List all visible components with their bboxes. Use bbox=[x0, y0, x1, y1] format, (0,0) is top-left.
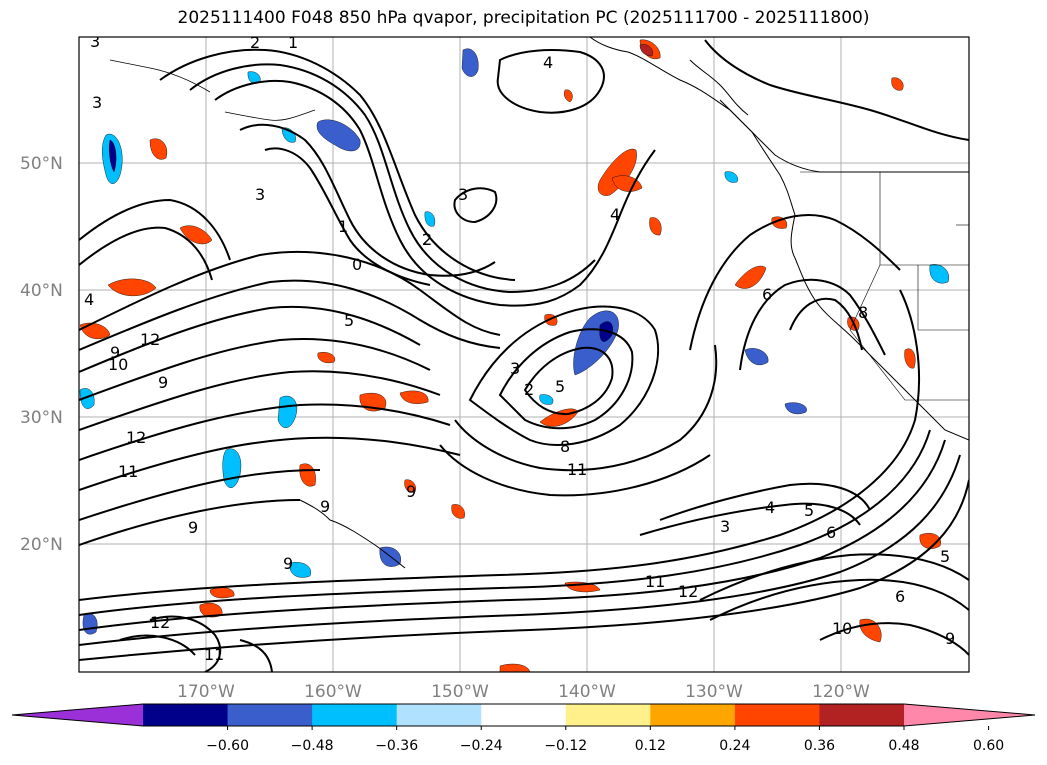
contour-label: 3 bbox=[92, 93, 102, 112]
contour-label: 6 bbox=[826, 523, 836, 542]
gridlines bbox=[79, 37, 969, 672]
latitude-labels: 50°N 40°N 30°N 20°N bbox=[20, 154, 63, 555]
colorbar-segment bbox=[565, 704, 651, 726]
colorbar-extend-high bbox=[904, 704, 1035, 726]
colorbar-tick-label: −0.48 bbox=[291, 738, 334, 754]
contour-label: 4 bbox=[765, 498, 775, 517]
colorbar-tick-label: 0.36 bbox=[804, 738, 835, 754]
contour-label: 3 bbox=[255, 185, 265, 204]
contour-label: 2 bbox=[422, 230, 432, 249]
colorbar-segment bbox=[396, 704, 482, 726]
contour-label: 4 bbox=[543, 53, 553, 72]
contour-label: 11 bbox=[567, 460, 587, 479]
contour-label: 10 bbox=[832, 619, 852, 638]
contour-label: 10 bbox=[108, 355, 128, 374]
contour-label: 1 bbox=[338, 217, 348, 236]
lon-tick-label: 120°W bbox=[812, 682, 870, 702]
colorbar-segment bbox=[312, 704, 398, 726]
contour-label: 8 bbox=[858, 303, 868, 322]
contour-label: 9 bbox=[158, 373, 168, 392]
contour-label: 1 bbox=[288, 33, 298, 52]
longitude-labels: 170°W 160°W 150°W 140°W 130°W 120°W bbox=[177, 682, 870, 702]
colorbar-segment bbox=[650, 704, 736, 726]
contour-label: 3 bbox=[510, 359, 520, 378]
contour-label: 9 bbox=[283, 554, 293, 573]
lon-tick-label: 160°W bbox=[304, 682, 362, 702]
contour-label: 2 bbox=[250, 33, 260, 52]
contour-label: 9 bbox=[320, 497, 330, 516]
contour-label: 5 bbox=[344, 311, 354, 330]
lat-tick-label: 20°N bbox=[20, 535, 63, 555]
colorbar-segment bbox=[734, 704, 820, 726]
colorbar-tick-label: 0.12 bbox=[635, 738, 666, 754]
colorbar-tick-label: −0.12 bbox=[544, 738, 587, 754]
colorbar-tick-label: 0.24 bbox=[719, 738, 750, 754]
contour-label: 3 bbox=[90, 32, 100, 51]
colorbar-segment bbox=[227, 704, 313, 726]
contour-label: 12 bbox=[140, 330, 160, 349]
lon-tick-label: 130°W bbox=[685, 682, 743, 702]
colorbar-tick-label: −0.24 bbox=[460, 738, 503, 754]
contour-label: 3 bbox=[458, 185, 468, 204]
colorbar-tick-label: −0.60 bbox=[206, 738, 249, 754]
contour-label: 5 bbox=[940, 547, 950, 566]
lon-tick-label: 150°W bbox=[431, 682, 489, 702]
contour-label: 9 bbox=[406, 482, 416, 501]
colorbar-extend-low bbox=[12, 704, 143, 726]
contour-label: 2 bbox=[524, 380, 534, 399]
contour-label: 5 bbox=[555, 377, 565, 396]
colorbar-segment bbox=[143, 704, 229, 726]
lat-tick-label: 30°N bbox=[20, 408, 63, 428]
colorbar-segment bbox=[819, 704, 905, 726]
contour-label: 11 bbox=[118, 462, 138, 481]
lat-tick-label: 40°N bbox=[20, 281, 63, 301]
coastlines bbox=[109, 37, 969, 569]
contour-label: 9 bbox=[945, 629, 955, 648]
contour-label: 3 bbox=[720, 517, 730, 536]
contour-label: 6 bbox=[895, 587, 905, 606]
contour-label: 4 bbox=[610, 205, 620, 224]
precipitation-shading bbox=[79, 39, 949, 672]
contour-label: 8 bbox=[560, 437, 570, 456]
lon-tick-label: 170°W bbox=[177, 682, 235, 702]
colorbar: −0.60 −0.48 −0.36 −0.24 −0.12 0.12 0.24 0.36 0.4… bbox=[11, 703, 1036, 754]
contour-label: 4 bbox=[84, 290, 94, 309]
map-area bbox=[79, 37, 969, 672]
contour-label: 5 bbox=[804, 501, 814, 520]
contour-label: 11 bbox=[645, 572, 665, 591]
map-frame bbox=[78, 36, 970, 673]
colorbar-tick-label: 0.60 bbox=[973, 738, 1004, 754]
lat-tick-label: 50°N bbox=[20, 154, 63, 174]
contour-label: 12 bbox=[150, 613, 170, 632]
colorbar-tick-label: 0.48 bbox=[888, 738, 919, 754]
contour-label: 11 bbox=[204, 645, 224, 664]
contour-label: 6 bbox=[762, 285, 772, 304]
qvapor-contours bbox=[79, 39, 969, 672]
map-title: 2025111400 F048 850 hPa qvapor, precipit… bbox=[177, 8, 870, 28]
contour-label: 12 bbox=[678, 582, 698, 601]
lon-tick-label: 140°W bbox=[558, 682, 616, 702]
contour-label: 9 bbox=[110, 343, 120, 362]
contour-label: 12 bbox=[126, 428, 146, 447]
contour-label: 2 bbox=[422, 230, 432, 249]
contour-labels: 3 2 1 3 3 1 2 0 5 3 4 4 6 3 2 5 8 11 9 1… bbox=[84, 32, 955, 664]
contour-label: 9 bbox=[188, 518, 198, 537]
colorbar-tick-label: −0.36 bbox=[375, 738, 418, 754]
colorbar-segment bbox=[481, 704, 567, 726]
contour-label: 0 bbox=[352, 255, 362, 274]
colorbar-outline bbox=[11, 703, 1036, 727]
